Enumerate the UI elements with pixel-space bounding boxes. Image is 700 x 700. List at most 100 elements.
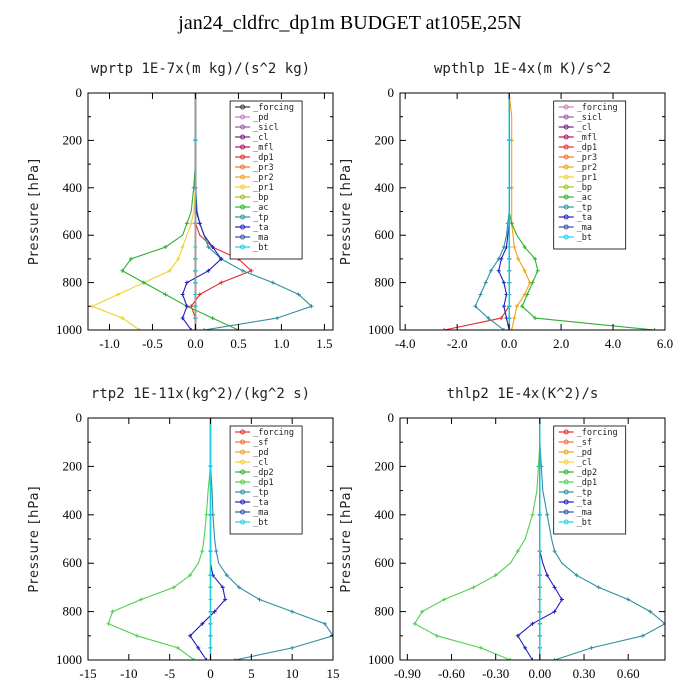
- legend-marker: [240, 164, 246, 170]
- data-point: [663, 621, 665, 626]
- x-tick-label: 0: [207, 666, 214, 681]
- data-point: [626, 597, 631, 602]
- legend-label: _pr2: [577, 163, 597, 173]
- data-point: [188, 573, 193, 578]
- series-line-pr1: [90, 93, 197, 330]
- data-point: [208, 549, 213, 554]
- data-point: [496, 268, 501, 273]
- data-point: [202, 328, 207, 330]
- legend-marker: [240, 244, 246, 250]
- y-tick-label: 600: [375, 555, 395, 570]
- y-tick-label: 1000: [368, 322, 394, 337]
- data-point: [552, 658, 557, 660]
- y-tick-label: 800: [375, 604, 395, 619]
- data-point: [275, 316, 280, 321]
- legend-marker: [563, 519, 569, 525]
- data-point: [193, 304, 198, 309]
- legend-label: _dp1: [577, 143, 597, 153]
- legend-label: _ta: [577, 213, 592, 223]
- x-tick-label: 1.0: [273, 336, 289, 351]
- data-point: [163, 245, 168, 250]
- legend-marker: [563, 144, 569, 150]
- data-point: [176, 256, 181, 261]
- data-point: [507, 268, 512, 273]
- data-point: [189, 221, 194, 226]
- x-tick-label: -5: [164, 666, 175, 681]
- data-point: [499, 256, 504, 261]
- y-tick-label: 1000: [56, 322, 82, 337]
- y-tick-label: 400: [375, 507, 395, 522]
- x-tick-label: 15: [327, 666, 340, 681]
- data-point: [219, 256, 224, 261]
- legend-label: _tp: [577, 488, 592, 498]
- data-point: [141, 280, 146, 285]
- panel-title: wpthlp 1E-4x(m K)/s^2: [434, 61, 611, 77]
- data-point: [535, 268, 540, 273]
- legend-marker: [563, 154, 569, 160]
- legend-label: _sicl: [253, 123, 279, 133]
- x-tick-label: 0.30: [573, 666, 596, 681]
- legend-label: _dp1: [253, 478, 273, 488]
- legend-marker: [563, 134, 569, 140]
- data-point: [507, 221, 512, 226]
- legend-label: _mfl: [577, 133, 597, 143]
- data-point: [507, 256, 512, 261]
- data-point: [530, 280, 535, 285]
- x-tick-label: -0.60: [438, 666, 465, 681]
- panel-title: wprtp 1E-7x(m kg)/(s^2 kg): [91, 61, 310, 77]
- data-point: [135, 633, 139, 638]
- data-point: [197, 221, 202, 226]
- legend-label: _ac: [253, 203, 268, 213]
- data-point: [240, 268, 245, 273]
- data-point: [223, 597, 228, 602]
- data-point: [290, 609, 295, 614]
- legend-label: _tp: [253, 213, 268, 223]
- data-point: [552, 609, 557, 614]
- legend-label: _cl: [577, 458, 592, 468]
- x-tick-label: -15: [79, 666, 96, 681]
- legend-marker: [563, 429, 569, 435]
- data-point: [507, 292, 512, 297]
- x-tick-label: -1.0: [99, 336, 120, 351]
- data-point: [224, 573, 229, 578]
- data-point: [249, 268, 254, 273]
- data-point: [501, 328, 506, 330]
- legend-label: _sf: [253, 438, 268, 448]
- data-point: [478, 645, 483, 650]
- data-point: [537, 573, 542, 578]
- legend-label: _ta: [253, 498, 268, 508]
- data-point: [188, 633, 193, 638]
- data-point: [559, 597, 564, 602]
- legend-marker: [240, 184, 246, 190]
- data-point: [648, 609, 653, 614]
- series-line-ac: [121, 93, 239, 330]
- y-tick-label: 1000: [368, 652, 394, 667]
- data-point: [171, 585, 176, 590]
- data-point: [507, 185, 512, 190]
- data-point: [208, 597, 213, 602]
- legend-label: _bt: [253, 518, 268, 528]
- data-point: [434, 633, 439, 638]
- legend-marker: [240, 429, 246, 435]
- data-point: [193, 292, 198, 297]
- data-point: [509, 328, 514, 330]
- legend-label: _ta: [253, 223, 268, 233]
- y-tick-label: 400: [63, 180, 83, 195]
- y-tick-label: 600: [63, 227, 83, 242]
- data-point: [189, 304, 194, 309]
- data-point: [192, 658, 197, 660]
- legend-label: _dp1: [577, 478, 597, 488]
- legend-label: _bt: [253, 243, 268, 253]
- data-point: [296, 292, 301, 297]
- legend-label: _dp2: [577, 468, 597, 478]
- data-point: [208, 585, 213, 590]
- series-line-ta: [181, 93, 222, 330]
- data-point: [596, 585, 601, 590]
- data-point: [412, 621, 417, 626]
- legend-marker: [240, 489, 246, 495]
- legend-marker: [563, 184, 569, 190]
- data-point: [197, 292, 202, 297]
- chart-panel-2: wpthlp 1E-4x(m K)/s^2 Pressure [hPa] 0 200 4…: [339, 61, 673, 351]
- y-axis-label: Pressure [hPa]: [339, 158, 354, 265]
